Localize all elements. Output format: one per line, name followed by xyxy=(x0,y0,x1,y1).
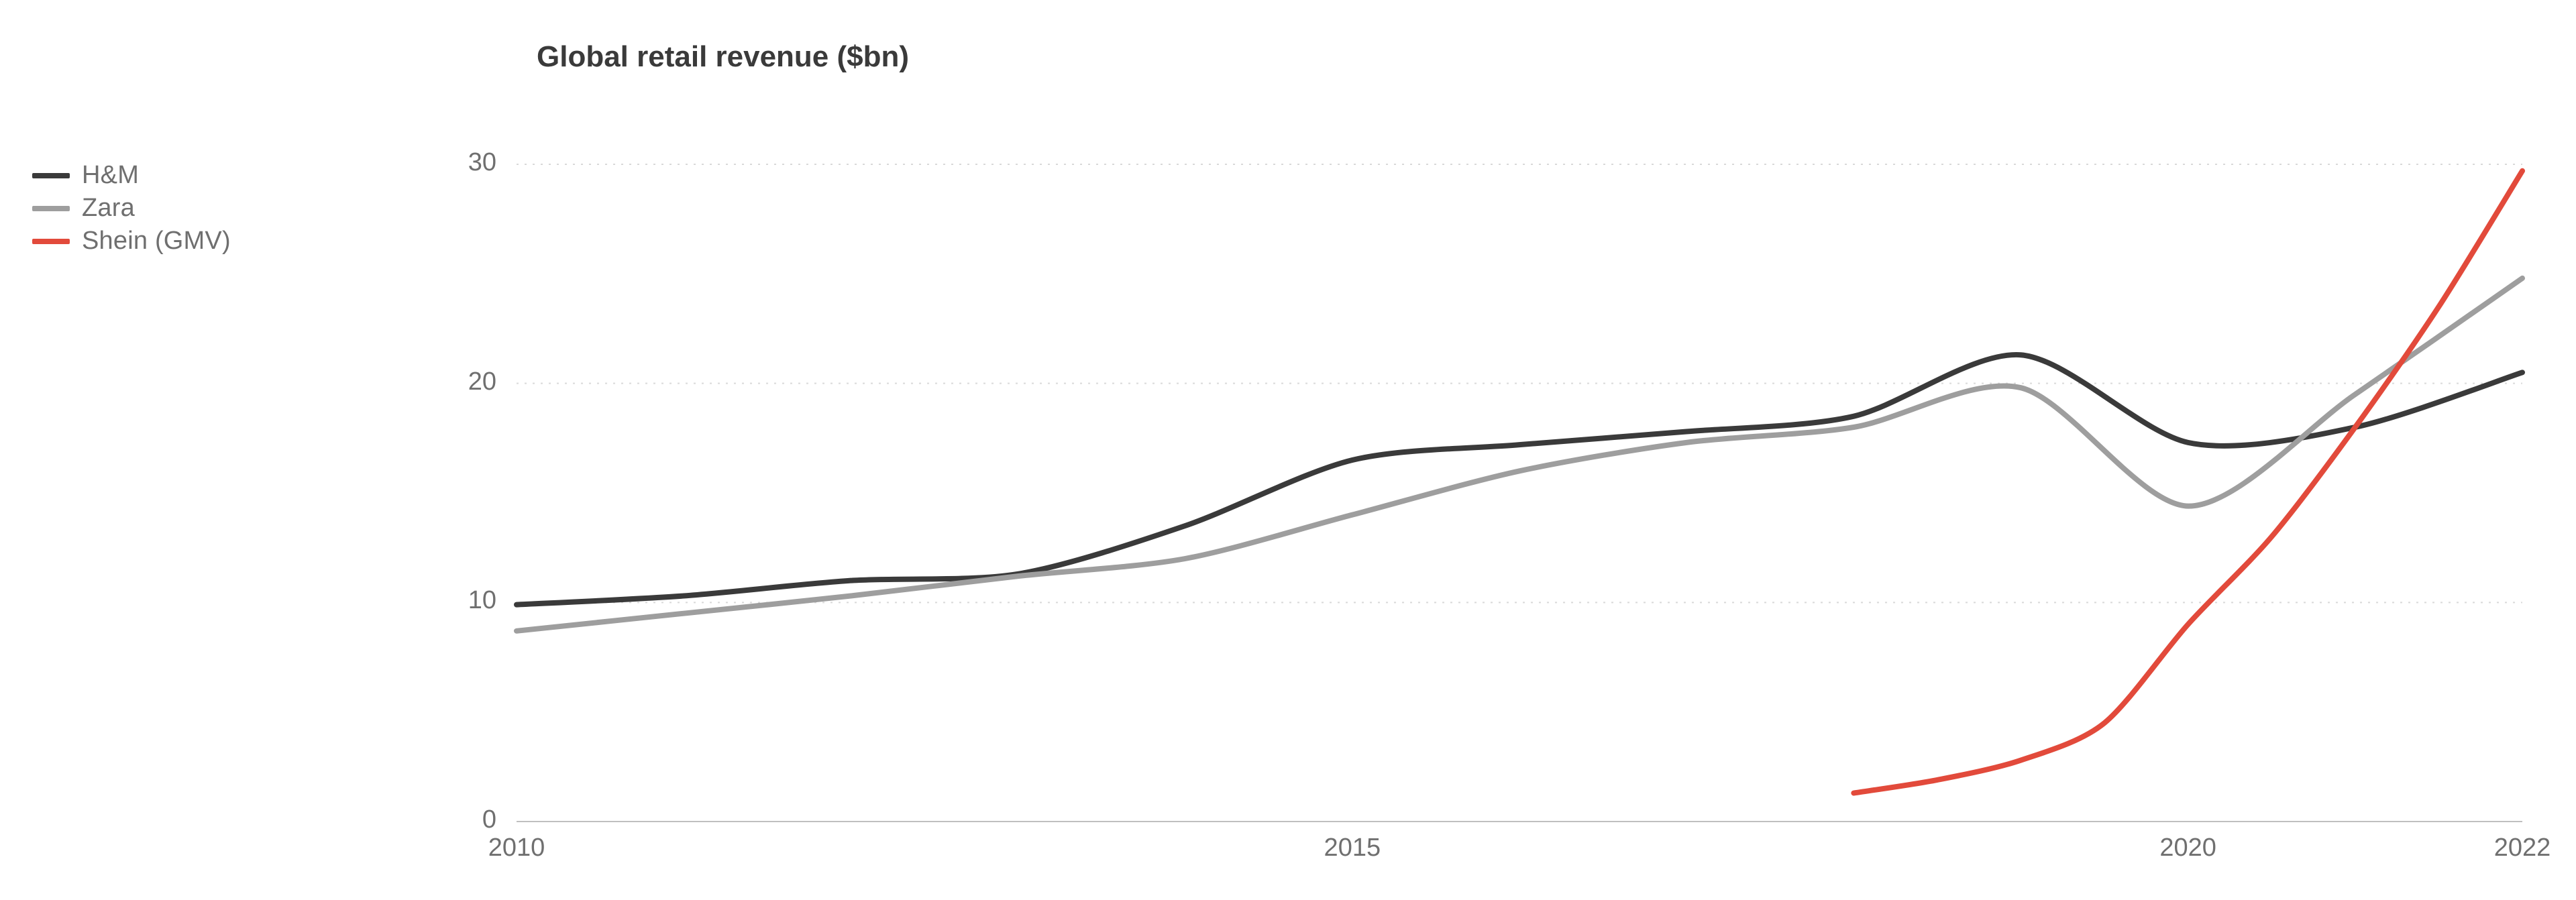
series-line-zara xyxy=(517,278,2522,631)
x-tick-label: 2022 xyxy=(2494,834,2551,862)
series-line-hm xyxy=(517,355,2522,605)
x-tick-label: 2010 xyxy=(488,834,545,862)
y-tick-label: 30 xyxy=(468,148,496,177)
chart-plot xyxy=(0,0,2576,900)
series-line-shein xyxy=(1854,171,2522,793)
chart-container: Global retail revenue ($bn) H&MZaraShein… xyxy=(0,0,2576,900)
x-tick-label: 2015 xyxy=(1324,834,1381,862)
y-tick-label: 0 xyxy=(482,805,496,834)
x-tick-label: 2020 xyxy=(2159,834,2216,862)
y-tick-label: 20 xyxy=(468,368,496,396)
y-tick-label: 10 xyxy=(468,586,496,615)
